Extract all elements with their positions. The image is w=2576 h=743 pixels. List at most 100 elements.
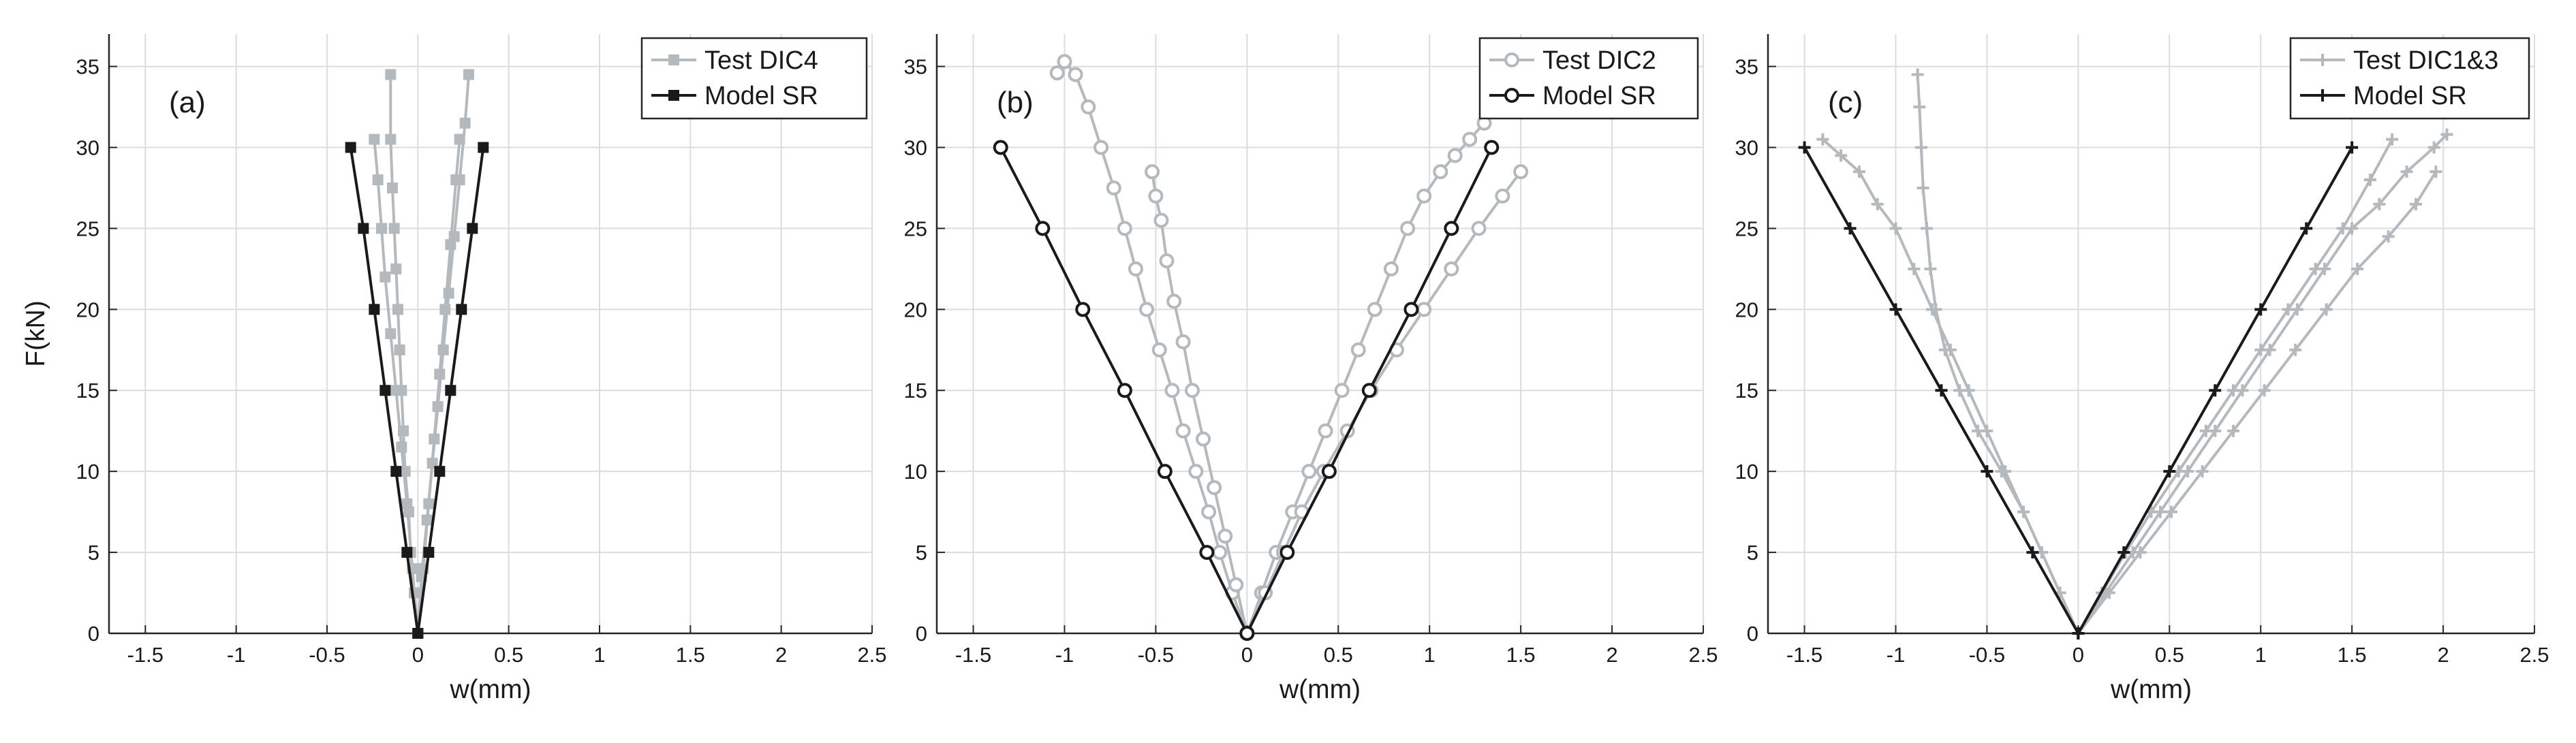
- test-point: [2134, 546, 2147, 559]
- x-tick-label: -1.5: [127, 643, 164, 667]
- test-point: [2373, 197, 2386, 210]
- test-point: [392, 304, 403, 315]
- test-point: [1416, 302, 1432, 317]
- model-point: [390, 466, 402, 477]
- y-tick-label: 15: [1735, 379, 1758, 402]
- test-curve: [2077, 133, 2448, 635]
- test-point: [385, 69, 397, 80]
- x-tick-label: 2.5: [2519, 643, 2549, 667]
- test-point: [394, 344, 405, 355]
- model-point: [1035, 221, 1051, 236]
- series-test: [1816, 68, 2453, 639]
- test-point: [1495, 188, 1510, 204]
- panel-2-grid: [937, 34, 1704, 634]
- panel-2: -1.5 -1 -0.5 0 0.5 1 1.5 2 2.5 0 5 10 15 20 25 30 35 w(mm…: [904, 34, 1718, 704]
- legend-box: [2289, 37, 2530, 120]
- test-point: [2386, 133, 2399, 146]
- test-point: [2382, 230, 2395, 243]
- panel-label: (a): [169, 86, 206, 119]
- test-point: [1207, 479, 1222, 495]
- model-point: [412, 628, 424, 639]
- legend-swatch-marker: [668, 90, 679, 101]
- test-curve: [1245, 122, 1486, 634]
- legend-box: [1478, 37, 1699, 120]
- model-point: [445, 385, 456, 396]
- test-point: [1852, 165, 1865, 178]
- model-point: [1321, 464, 1337, 479]
- test-point: [1068, 67, 1083, 82]
- test-point: [1871, 197, 1884, 210]
- test-point: [2227, 424, 2240, 437]
- test-point: [1145, 164, 1160, 180]
- test-point: [1924, 262, 1937, 275]
- test-point: [1835, 149, 1848, 162]
- y-axis-label: F(kN): [21, 300, 50, 366]
- y-tick-label: 25: [1735, 217, 1758, 240]
- x-tick-label: 1: [2255, 643, 2267, 667]
- test-point: [387, 182, 398, 193]
- x-tick-label: -0.5: [1969, 643, 2005, 667]
- model-point: [369, 304, 380, 315]
- test-point: [1350, 342, 1366, 358]
- test-point: [1301, 464, 1317, 479]
- y-tick-label: 5: [1747, 541, 1758, 565]
- test-point: [1128, 261, 1143, 276]
- test-point: [2351, 262, 2364, 275]
- model-point: [1981, 465, 1993, 478]
- test-point: [1444, 261, 1459, 276]
- test-point: [401, 498, 413, 509]
- test-point: [1383, 261, 1399, 276]
- model-point: [1279, 545, 1295, 560]
- y-tick-label: 20: [1735, 298, 1758, 321]
- test-point: [1049, 65, 1065, 81]
- test-point: [396, 441, 407, 453]
- test-point: [1471, 221, 1487, 236]
- x-tick-label: 2.5: [1688, 643, 1718, 667]
- y-tick-label: 10: [1735, 460, 1758, 484]
- y-tick-label: 20: [904, 298, 927, 321]
- test-point: [1228, 577, 1244, 592]
- test-point: [1816, 133, 1829, 146]
- test-point: [2430, 165, 2442, 178]
- test-point: [429, 433, 440, 445]
- test-point: [1908, 262, 1921, 275]
- model-point: [467, 223, 478, 234]
- test-point: [2196, 465, 2209, 478]
- test-point: [2409, 197, 2422, 210]
- test-point: [1929, 303, 1942, 316]
- model-point: [1798, 141, 1811, 154]
- test-point: [1334, 383, 1350, 398]
- model-point: [1199, 545, 1215, 560]
- x-tick-label: 1.5: [1506, 643, 1536, 667]
- model-point: [2163, 465, 2176, 478]
- model-point: [2346, 141, 2359, 154]
- model-point: [1484, 140, 1500, 155]
- model-point: [379, 385, 391, 396]
- test-point: [1188, 464, 1204, 479]
- legend-swatch-marker: [668, 54, 679, 65]
- test-point: [1995, 465, 2008, 478]
- test-point: [2336, 222, 2349, 235]
- test-point: [1148, 188, 1164, 204]
- legend-swatch-marker: [1504, 88, 1519, 103]
- y-tick-label: 15: [76, 379, 99, 402]
- test-point: [1166, 294, 1182, 309]
- model-point: [1075, 302, 1091, 317]
- test-point: [1159, 253, 1175, 268]
- y-tick-label: 35: [904, 55, 927, 79]
- panel-1-grid: [109, 34, 873, 634]
- test-point: [1093, 140, 1109, 155]
- test-point: [1513, 164, 1529, 180]
- test-point: [390, 385, 402, 396]
- x-tick-label: 0: [1241, 643, 1253, 667]
- test-point: [445, 239, 456, 251]
- test-point: [2320, 303, 2333, 316]
- x-tick-label: 2.5: [857, 643, 886, 667]
- test-point: [369, 133, 380, 145]
- model-point: [1239, 626, 1255, 641]
- test-point: [439, 304, 451, 315]
- test-point: [1185, 383, 1200, 398]
- x-tick-label: -1.5: [1786, 643, 1822, 667]
- test-point: [1889, 222, 1902, 235]
- test-point: [2199, 424, 2212, 437]
